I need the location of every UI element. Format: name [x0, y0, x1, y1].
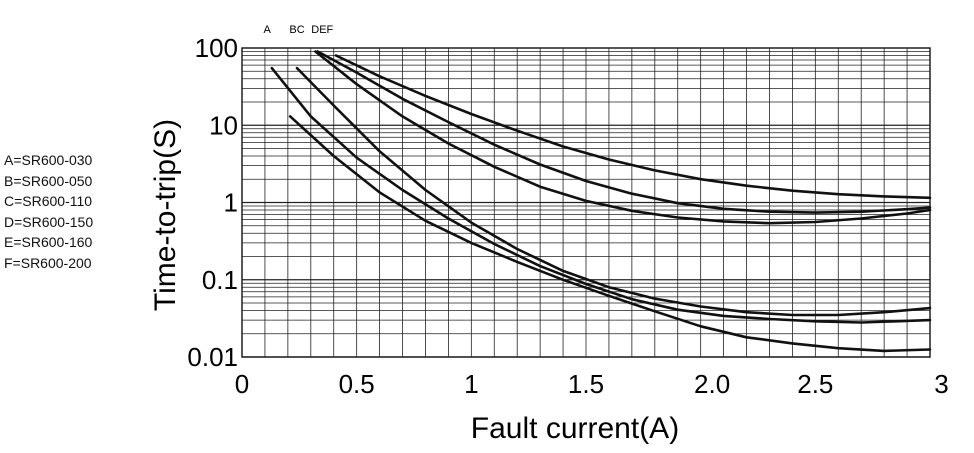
curve-top-label: BC: [289, 24, 304, 36]
x-tick-label: 1.5: [568, 369, 604, 399]
y-tick-label: 1: [224, 188, 238, 218]
legend-item-c: C=SR600-110: [4, 193, 93, 209]
trip-curve-4: [314, 50, 932, 225]
x-axis-title: Fault current(A): [471, 412, 679, 445]
y-tick-label: 100: [195, 33, 238, 63]
trip-curves: [270, 50, 932, 353]
x-tick-label: 0: [235, 369, 249, 399]
x-tick-label: 1: [464, 369, 478, 399]
legend-item-b: B=SR600-050: [4, 172, 93, 189]
grid: [241, 47, 931, 358]
curve-top-labels: A BC DEF: [264, 24, 334, 36]
trip-curve-5: [316, 50, 932, 214]
y-axis-title: Time-to-trip(S): [149, 119, 182, 311]
y-tick-label: 10: [209, 110, 238, 140]
tick-labels: 0 0.5 1 1.5 2.0 2.5 3 100 10 1 0.1 0.01: [187, 33, 948, 399]
y-tick-label: 0.1: [202, 265, 238, 295]
trip-curve-6: [334, 54, 932, 200]
legend-item-e: E=SR600-160: [4, 234, 93, 250]
x-tick-label: 3: [934, 369, 948, 399]
curve-top-label: A: [264, 24, 272, 36]
x-tick-label: 2.0: [694, 369, 730, 399]
legend-item-a: A=SR600-030: [4, 152, 93, 168]
x-tick-label: 2.5: [797, 369, 833, 399]
curve-top-label: DEF: [311, 24, 333, 36]
legend: A=SR600-030 B=SR600-050 C=SR600-110 D=SR…: [4, 150, 93, 273]
trip-curve-3: [295, 66, 932, 317]
trip-curve-2: [270, 66, 932, 324]
trip-curve-1: [288, 115, 932, 353]
legend-item-f: F=SR600-200: [4, 254, 92, 271]
x-tick-label: 0.5: [339, 369, 375, 399]
legend-item-d: D=SR600-150: [4, 213, 94, 230]
y-tick-label: 0.01: [187, 342, 238, 372]
